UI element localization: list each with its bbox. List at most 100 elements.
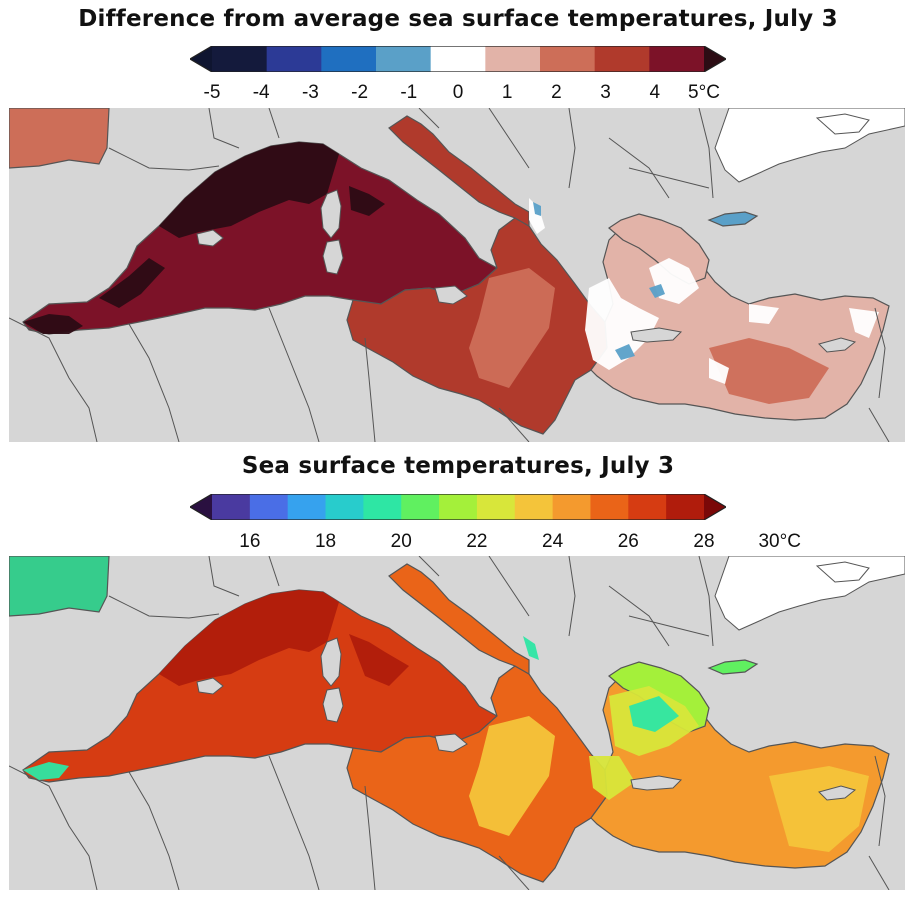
anomaly-colorbar xyxy=(190,46,726,72)
colorbar-tick-label: -5 xyxy=(203,82,221,103)
country-border xyxy=(128,323,180,442)
island-crete xyxy=(630,327,683,343)
sea-region-marmara xyxy=(707,659,759,675)
anomaly-patch-white xyxy=(589,756,635,800)
anomaly-patch-white xyxy=(529,198,545,234)
country-border xyxy=(9,765,98,890)
colorbar-swatch xyxy=(376,46,432,72)
sea-region-biscay xyxy=(9,556,110,617)
island-sardinia xyxy=(322,687,344,723)
sea-region-adriatic xyxy=(388,563,530,676)
country-border xyxy=(698,108,714,199)
anomaly-patch-white xyxy=(585,278,659,370)
country-border xyxy=(208,556,240,597)
island-balearic xyxy=(196,229,224,247)
country-border xyxy=(868,407,890,442)
anomaly-patch-warm xyxy=(469,716,555,836)
country-border xyxy=(268,108,280,139)
colorbar-tick-label: 24 xyxy=(542,531,564,552)
anomaly-patch-hot xyxy=(159,142,339,238)
colorbar-swatch xyxy=(649,46,705,72)
colorbar-swatch xyxy=(212,46,268,72)
colorbar-swatch xyxy=(401,494,440,520)
colorbar-swatch xyxy=(325,494,364,520)
anomaly-patch-white xyxy=(709,358,729,384)
sst-map-title: Sea surface temperatures, July 3 xyxy=(241,453,675,479)
country-border xyxy=(108,147,220,171)
colorbar-swatch xyxy=(590,494,629,520)
colorbar-tick-label: 0 xyxy=(452,82,464,103)
colorbar-swatch xyxy=(594,46,650,72)
country-border xyxy=(208,108,240,149)
colorbar-tick-label: 4 xyxy=(649,82,661,103)
anomaly-patch-white xyxy=(749,304,779,324)
colorbar-tick-label: 20 xyxy=(390,531,412,552)
country-border xyxy=(568,108,576,189)
anomaly-map-title: Difference from average sea surface temp… xyxy=(78,6,838,32)
sst-colorbar-ticks: 16 18 20 22 24 26 28 30°C xyxy=(0,531,916,555)
colorbar-swatch xyxy=(540,46,596,72)
island-sicily xyxy=(434,285,468,305)
colorbar-swatch xyxy=(552,494,591,520)
country-border xyxy=(364,785,376,890)
country-border xyxy=(628,167,710,189)
colorbar-tick-label: 16 xyxy=(239,531,261,552)
colorbar-swatch xyxy=(363,494,402,520)
colorbar-swatch xyxy=(439,494,478,520)
colorbar-tick-label: 22 xyxy=(466,531,488,552)
colorbar-tick-label: -2 xyxy=(351,82,369,103)
country-border xyxy=(498,407,530,442)
crimea-region xyxy=(815,113,870,135)
colorbar-tick-label: 26 xyxy=(617,531,639,552)
country-border xyxy=(488,556,530,617)
country-border xyxy=(628,615,710,637)
anomaly-patch-blue xyxy=(523,636,539,660)
country-border xyxy=(874,307,886,399)
colorbar-swatch xyxy=(628,494,667,520)
colorbar-tick-label: 1 xyxy=(501,82,513,103)
colorbar-tick-label: -1 xyxy=(400,82,418,103)
anomaly-patch-blue xyxy=(649,284,665,298)
colorbar-swatch xyxy=(266,46,322,72)
island-cyprus xyxy=(818,337,857,353)
colorbar-tick-label: 18 xyxy=(314,531,337,552)
anomaly-patch-warm xyxy=(709,338,829,404)
country-border xyxy=(608,137,670,199)
colorbar-swatch xyxy=(212,494,251,520)
anomaly-patch-hot xyxy=(99,258,165,308)
colorbar-tick-label: 30°C xyxy=(758,531,801,552)
country-border xyxy=(268,755,320,890)
colorbar-swatch xyxy=(249,494,289,520)
colorbar-low-extend xyxy=(190,494,212,520)
colorbar-high-extend xyxy=(704,46,726,72)
colorbar-tick-label: -4 xyxy=(252,82,270,103)
country-border xyxy=(608,585,670,647)
anomaly-colorbar-ticks: -5 -4 -3 -2 -1 0 1 2 3 4 5°C xyxy=(0,82,916,106)
country-border xyxy=(698,556,714,647)
island-sardinia xyxy=(322,239,344,275)
anomaly-patch-warm xyxy=(469,268,555,388)
sst-colorbar xyxy=(190,494,726,520)
colorbar-swatch xyxy=(514,494,554,520)
colorbar-swatch xyxy=(287,494,327,520)
anomaly-map xyxy=(9,108,905,442)
country-border xyxy=(418,556,440,577)
island-corsica xyxy=(320,637,342,687)
country-border xyxy=(9,317,98,442)
country-border xyxy=(108,595,220,619)
country-border xyxy=(268,556,280,587)
anomaly-patch-hot xyxy=(159,590,339,686)
colorbar-tick-label: -3 xyxy=(301,82,319,103)
colorbar-tick-label: 28 xyxy=(693,531,715,552)
country-border xyxy=(128,771,180,890)
colorbar-tick-label: 3 xyxy=(600,82,611,103)
anomaly-patch-hot xyxy=(349,634,409,686)
colorbar-tick-label: 5°C xyxy=(688,82,720,103)
crimea-region xyxy=(815,561,870,583)
country-border xyxy=(498,855,530,890)
anomaly-patch-hot xyxy=(349,186,385,216)
anomaly-patch-blue xyxy=(615,344,635,360)
country-border xyxy=(488,108,530,169)
island-balearic xyxy=(196,677,224,695)
colorbar-high-extend xyxy=(704,494,726,520)
